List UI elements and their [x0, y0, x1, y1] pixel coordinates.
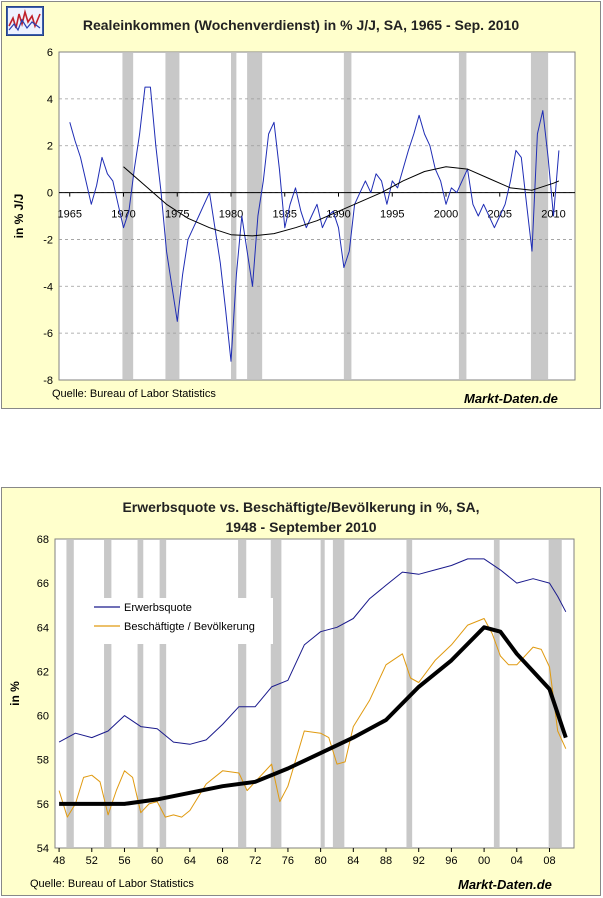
chart2-legend: Erwerbsquote Beschäftigte / Bevölkerung	[88, 598, 273, 644]
x-tick-label: 80	[315, 855, 327, 867]
chart2-title: Erwerbsquote vs. Beschäftigte/Bevölkerun…	[122, 499, 480, 515]
x-tick-label: 64	[184, 855, 196, 867]
recession-bar-2	[137, 540, 144, 847]
y-axis-label: in % J/J	[12, 194, 26, 239]
chart-panel-realeinkommen: Realeinkommen (Wochenverdienst) in % J/J…	[1, 1, 601, 409]
y-tick-label: 6	[47, 47, 53, 59]
recession-bar-5	[270, 540, 282, 847]
y-tick-label: 64	[37, 622, 49, 634]
y-tick-label: 4	[47, 94, 53, 106]
chart-panel-erwerbsquote: Erwerbsquote vs. Beschäftigte/Bevölkerun…	[1, 487, 601, 896]
y-tick-label: 66	[37, 578, 49, 590]
x-tick-label: 48	[53, 855, 65, 867]
x-tick-label: 2000	[434, 209, 458, 221]
x-tick-label: 2005	[488, 209, 512, 221]
y-tick-label: 56	[37, 799, 49, 811]
x-tick-label: 1970	[111, 209, 135, 221]
y-tick-label: -6	[43, 328, 53, 340]
y-tick-label: 54	[37, 843, 49, 855]
series-line-erwerbsquote	[58, 558, 567, 745]
series-line-trend	[123, 166, 560, 237]
recession-bar-3	[159, 540, 167, 847]
series-line-realeinkommen-j-j	[69, 86, 560, 362]
x-tick-label: 52	[86, 855, 98, 867]
x-tick-label: 96	[445, 855, 457, 867]
x-tick-label: 1980	[219, 209, 243, 221]
chart2-subtitle: 1948 - September 2010	[225, 519, 377, 535]
y-tick-label: 60	[37, 711, 49, 723]
recession-bar-7	[332, 540, 345, 847]
chart2-plot: 54 56 58 60 62 64 66 68 48 52 56 60 64 68 72 76 80 84 88 92…	[8, 534, 575, 867]
y-tick-label: 0	[47, 188, 53, 200]
y-tick-label: 58	[37, 755, 49, 767]
recession-bar-0	[66, 540, 74, 847]
x-tick-label: 84	[347, 855, 359, 867]
chart1-title: Realeinkommen (Wochenverdienst) in % J/J…	[82, 17, 520, 33]
legend-box	[88, 598, 273, 644]
x-tick-label: 08	[543, 855, 555, 867]
recession-bar-6	[530, 53, 549, 379]
y-axis-label: in %	[8, 681, 22, 706]
chart2-source: Quelle: Bureau of Labor Statistics	[30, 878, 194, 890]
legend-label: Beschäftigte / Bevölkerung	[124, 621, 255, 633]
x-tick-label: 76	[282, 855, 294, 867]
recession-bar-10	[548, 540, 562, 847]
x-tick-label: 1965	[58, 209, 82, 221]
recession-bar-9	[493, 540, 500, 847]
x-tick-label: 72	[249, 855, 261, 867]
x-tick-label: 60	[151, 855, 163, 867]
chart-logo-icon	[5, 5, 45, 37]
recession-bar-8	[406, 540, 413, 847]
recession-bar-1	[165, 53, 180, 379]
x-tick-label: 56	[118, 855, 130, 867]
recession-bar-4	[343, 53, 352, 379]
x-tick-label: 1985	[273, 209, 297, 221]
y-tick-label: -2	[43, 234, 53, 246]
recession-bar-1	[104, 540, 112, 847]
y-tick-label: 62	[37, 666, 49, 678]
y-tick-label: 68	[37, 534, 49, 546]
x-tick-label: 1975	[165, 209, 189, 221]
chart1-brand: Markt-Daten.de	[464, 391, 558, 406]
chart2-brand: Markt-Daten.de	[458, 877, 552, 892]
x-tick-label: 92	[413, 855, 425, 867]
recession-bar-4	[238, 540, 247, 847]
y-tick-label: 2	[47, 141, 53, 153]
series-line-besch-ftigte-bev-lkerung	[58, 618, 567, 818]
x-tick-label: 1995	[380, 209, 404, 221]
recession-bar-3	[247, 53, 263, 379]
x-tick-label: 00	[478, 855, 490, 867]
recession-bar-5	[458, 53, 467, 379]
recession-bar-6	[320, 540, 325, 847]
x-tick-label: 04	[511, 855, 523, 867]
y-tick-label: -8	[43, 375, 53, 387]
chart1-source: Quelle: Bureau of Labor Statistics	[52, 388, 216, 400]
recession-bar-2	[231, 53, 237, 379]
x-tick-label: 88	[380, 855, 392, 867]
legend-label: Erwerbsquote	[124, 602, 192, 614]
y-tick-label: -4	[43, 281, 53, 293]
series-line-trend	[59, 625, 568, 806]
x-tick-label: 68	[216, 855, 228, 867]
